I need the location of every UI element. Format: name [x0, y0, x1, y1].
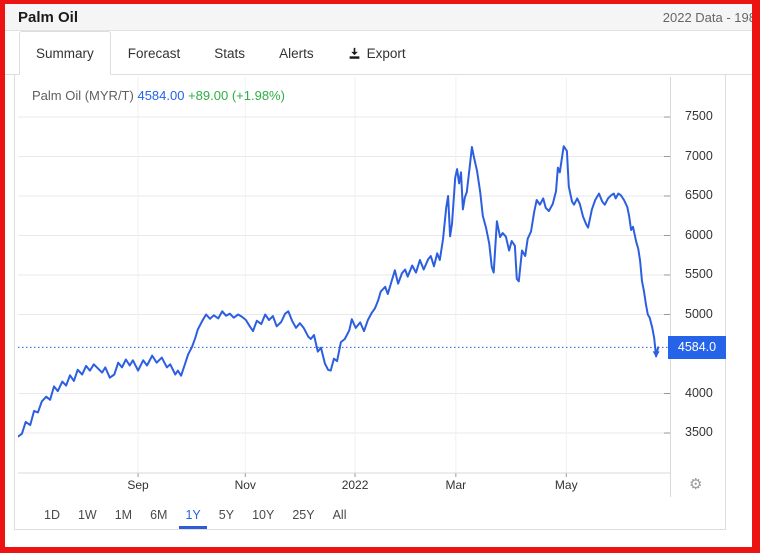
tab-stats[interactable]: Stats [197, 31, 262, 75]
y-tick-label: 5500 [685, 267, 713, 281]
tab-label: Export [366, 45, 406, 61]
current-price-badge: 4584.0 [668, 335, 726, 359]
y-tick-label: 6500 [685, 188, 713, 202]
header-bar: Palm Oil 2022 Data - 198 [5, 4, 752, 31]
y-tick-label: 7000 [685, 148, 713, 163]
download-icon [349, 47, 359, 59]
instrument-label: Palm Oil (MYR/T) [32, 88, 134, 103]
tab-export[interactable]: Export [331, 31, 423, 75]
price-line-series [18, 145, 660, 438]
tab-forecast[interactable]: Forecast [111, 31, 198, 75]
period-5y[interactable]: 5Y [218, 507, 235, 522]
tab-label: Forecast [127, 45, 181, 61]
current-price: 4584.00 [137, 88, 185, 103]
tab-alerts[interactable]: Alerts [262, 31, 331, 75]
y-tick-label: 6000 [685, 227, 713, 242]
x-tick-label: Mar [445, 478, 467, 492]
period-1y[interactable]: 1Y [176, 500, 209, 529]
chart-title: Palm Oil (MYR/T) 4584.00 +89.00 (+1.98%) [32, 88, 285, 103]
tab-label: Stats [214, 45, 246, 61]
x-tick-label: 2022 [341, 478, 369, 492]
tab-label: Summary [36, 45, 94, 61]
y-tick-label: 7500 [685, 109, 713, 123]
page-title: Palm Oil [18, 8, 79, 26]
x-tick-label: Nov [234, 478, 256, 492]
period-selector: 1D 1W 1M 6M 1Y 5Y 10Y 25Y All [35, 500, 355, 529]
y-tick-label: 3500 [685, 425, 713, 439]
tab-summary[interactable]: Summary [19, 31, 111, 75]
period-25y[interactable]: 25Y [292, 507, 315, 522]
y-tick-label: 4000 [685, 385, 713, 400]
period-10y[interactable]: 10Y [252, 507, 275, 522]
y-tick-label: 5000 [685, 306, 713, 321]
x-tick-label: Sep [127, 478, 149, 492]
x-tick-label: May [554, 478, 578, 492]
tab-label: Alerts [279, 45, 314, 61]
line-end-arrow-icon [652, 351, 660, 358]
period-all[interactable]: All [332, 507, 347, 522]
period-1d[interactable]: 1D [44, 507, 60, 522]
chart-card: Palm Oil (MYR/T) 4584.00 +89.00 (+1.98%)… [14, 75, 726, 530]
gear-icon[interactable]: ⚙ [689, 476, 703, 493]
price-change: +89.00 (+1.98%) [188, 88, 285, 103]
tab-bar: Summary Forecast Stats Alerts Export [5, 31, 752, 75]
price-chart-canvas[interactable] [18, 77, 671, 499]
period-1m[interactable]: 1M [114, 507, 133, 522]
period-6m[interactable]: 6M [150, 507, 168, 522]
data-range-note: 2022 Data - 198 [662, 9, 752, 25]
period-1w[interactable]: 1W [77, 507, 97, 522]
